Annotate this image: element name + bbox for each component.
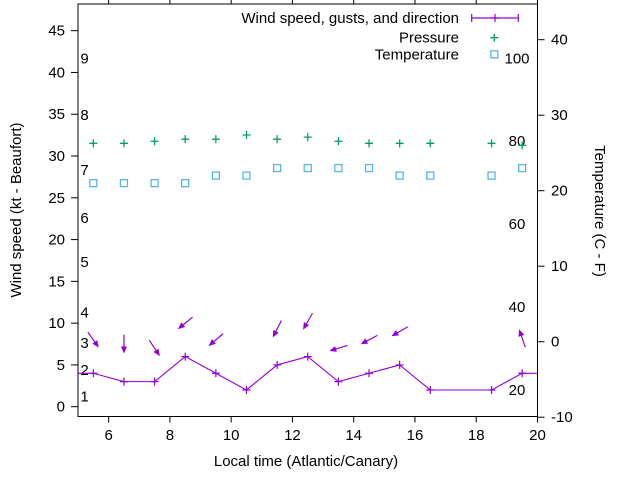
- svg-text:6: 6: [80, 210, 88, 227]
- svg-text:3: 3: [80, 335, 88, 352]
- legend-sample-temperature: [490, 50, 499, 59]
- temperature-point: [119, 178, 129, 188]
- wind-speed-line: [78, 355, 538, 391]
- x-axis-title: Local time (Atlantic/Canary): [213, 453, 399, 470]
- temperature-point: [334, 163, 343, 173]
- temperature-point: [487, 171, 496, 180]
- axes: [71, 0, 545, 423]
- temperature-point: [181, 178, 190, 188]
- svg-text:-10: -10: [551, 409, 573, 426]
- svg-text:100: 100: [504, 50, 529, 67]
- beaufort-scale-labels: 1 2 3 4 5 6 7 8 9: [80, 50, 88, 405]
- wind-direction-arrow: [391, 330, 399, 337]
- svg-text:Temperature: Temperature: [375, 46, 459, 63]
- wind-direction-arrow: [177, 322, 186, 330]
- temperature-point: [272, 163, 282, 173]
- svg-text:7: 7: [80, 162, 88, 179]
- svg-text:0: 0: [551, 334, 559, 351]
- svg-text:6: 6: [104, 427, 112, 444]
- svg-text:10: 10: [551, 258, 568, 275]
- svg-text:16: 16: [407, 427, 424, 444]
- svg-text:14: 14: [345, 427, 362, 444]
- temperature-point: [211, 171, 221, 180]
- wind-gust-arrows: [87, 312, 526, 357]
- svg-text:25: 25: [48, 190, 65, 207]
- temperature-point: [518, 163, 527, 173]
- wind-direction-arrow: [360, 338, 369, 345]
- temperature-point: [150, 178, 159, 188]
- svg-text:10: 10: [223, 427, 240, 444]
- wind-direction-arrow: [329, 346, 337, 352]
- svg-text:1: 1: [80, 389, 88, 406]
- temperature-point: [395, 171, 404, 180]
- svg-text:2: 2: [80, 362, 88, 379]
- svg-text:5: 5: [80, 254, 88, 271]
- wind-series: [78, 352, 538, 394]
- svg-text:15: 15: [48, 273, 65, 290]
- svg-text:12: 12: [284, 427, 301, 444]
- legend: Wind speed, gusts, and direction Pressure…: [241, 10, 519, 63]
- svg-text:30: 30: [551, 107, 568, 124]
- temperature-point: [364, 163, 374, 173]
- svg-text:45: 45: [48, 23, 65, 40]
- svg-text:5: 5: [57, 357, 65, 374]
- svg-text:18: 18: [468, 427, 485, 444]
- svg-text:Pressure: Pressure: [399, 30, 459, 47]
- svg-text:10: 10: [48, 315, 65, 332]
- svg-text:40: 40: [509, 299, 526, 316]
- svg-text:20: 20: [509, 382, 526, 399]
- svg-text:60: 60: [509, 216, 526, 233]
- svg-text:Wind speed, gusts, and directi: Wind speed, gusts, and direction: [241, 10, 459, 27]
- wind-direction-arrow: [303, 322, 310, 330]
- svg-text:20: 20: [48, 232, 65, 249]
- temperature-point: [303, 163, 312, 173]
- temperature-point: [242, 171, 251, 180]
- svg-text:30: 30: [48, 148, 65, 165]
- svg-text:0: 0: [57, 399, 65, 416]
- y-axis-title-left: Wind speed (kt - Beaufort): [8, 122, 25, 298]
- svg-text:80: 80: [509, 133, 526, 150]
- svg-text:9: 9: [80, 50, 88, 67]
- svg-text:40: 40: [48, 64, 65, 81]
- svg-text:35: 35: [48, 106, 65, 123]
- axis-tick-labels: 6 8 10 12 14 16 18 20051015202530354045-1001020…: [48, 23, 572, 444]
- temperature-series: [89, 163, 527, 188]
- svg-text:20: 20: [551, 183, 568, 200]
- svg-text:8: 8: [166, 427, 174, 444]
- svg-text:4: 4: [80, 304, 88, 321]
- wind-direction-arrow: [120, 346, 127, 354]
- svg-text:20: 20: [529, 427, 546, 444]
- pressure-scale-labels: 20 40 60 80 100: [504, 50, 529, 399]
- temperature-point: [89, 178, 98, 188]
- y-axis-title-right: Temperature (C - F): [591, 145, 608, 277]
- pressure-series: [89, 131, 527, 150]
- wind-direction-arrow: [518, 329, 525, 337]
- wind-direction-arrow: [208, 339, 216, 346]
- wind-direction-arrow: [272, 329, 279, 338]
- wind-direction-arrow: [153, 348, 160, 357]
- svg-text:8: 8: [80, 107, 88, 124]
- temperature-point: [426, 171, 435, 180]
- wind-direction-arrow: [92, 340, 99, 348]
- svg-text:40: 40: [551, 32, 568, 49]
